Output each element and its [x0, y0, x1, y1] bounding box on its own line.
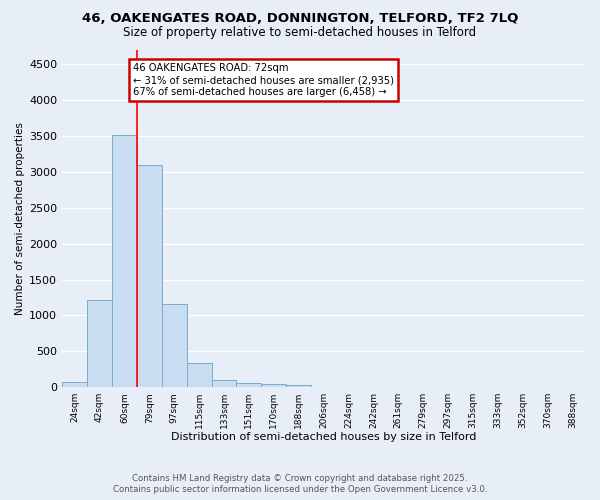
- X-axis label: Distribution of semi-detached houses by size in Telford: Distribution of semi-detached houses by …: [171, 432, 476, 442]
- Text: 46 OAKENGATES ROAD: 72sqm
← 31% of semi-detached houses are smaller (2,935)
67% : 46 OAKENGATES ROAD: 72sqm ← 31% of semi-…: [133, 64, 394, 96]
- Text: Size of property relative to semi-detached houses in Telford: Size of property relative to semi-detach…: [124, 26, 476, 39]
- Bar: [137, 165, 162, 387]
- Text: Contains HM Land Registry data © Crown copyright and database right 2025.
Contai: Contains HM Land Registry data © Crown c…: [113, 474, 487, 494]
- Bar: [262, 384, 286, 387]
- Bar: [87, 300, 112, 387]
- Bar: [212, 380, 236, 387]
- Bar: [236, 383, 262, 387]
- Y-axis label: Number of semi-detached properties: Number of semi-detached properties: [15, 122, 25, 315]
- Bar: [62, 382, 87, 387]
- Text: 46, OAKENGATES ROAD, DONNINGTON, TELFORD, TF2 7LQ: 46, OAKENGATES ROAD, DONNINGTON, TELFORD…: [82, 12, 518, 26]
- Bar: [187, 362, 212, 387]
- Bar: [162, 304, 187, 387]
- Bar: [112, 134, 137, 387]
- Bar: [286, 385, 311, 387]
